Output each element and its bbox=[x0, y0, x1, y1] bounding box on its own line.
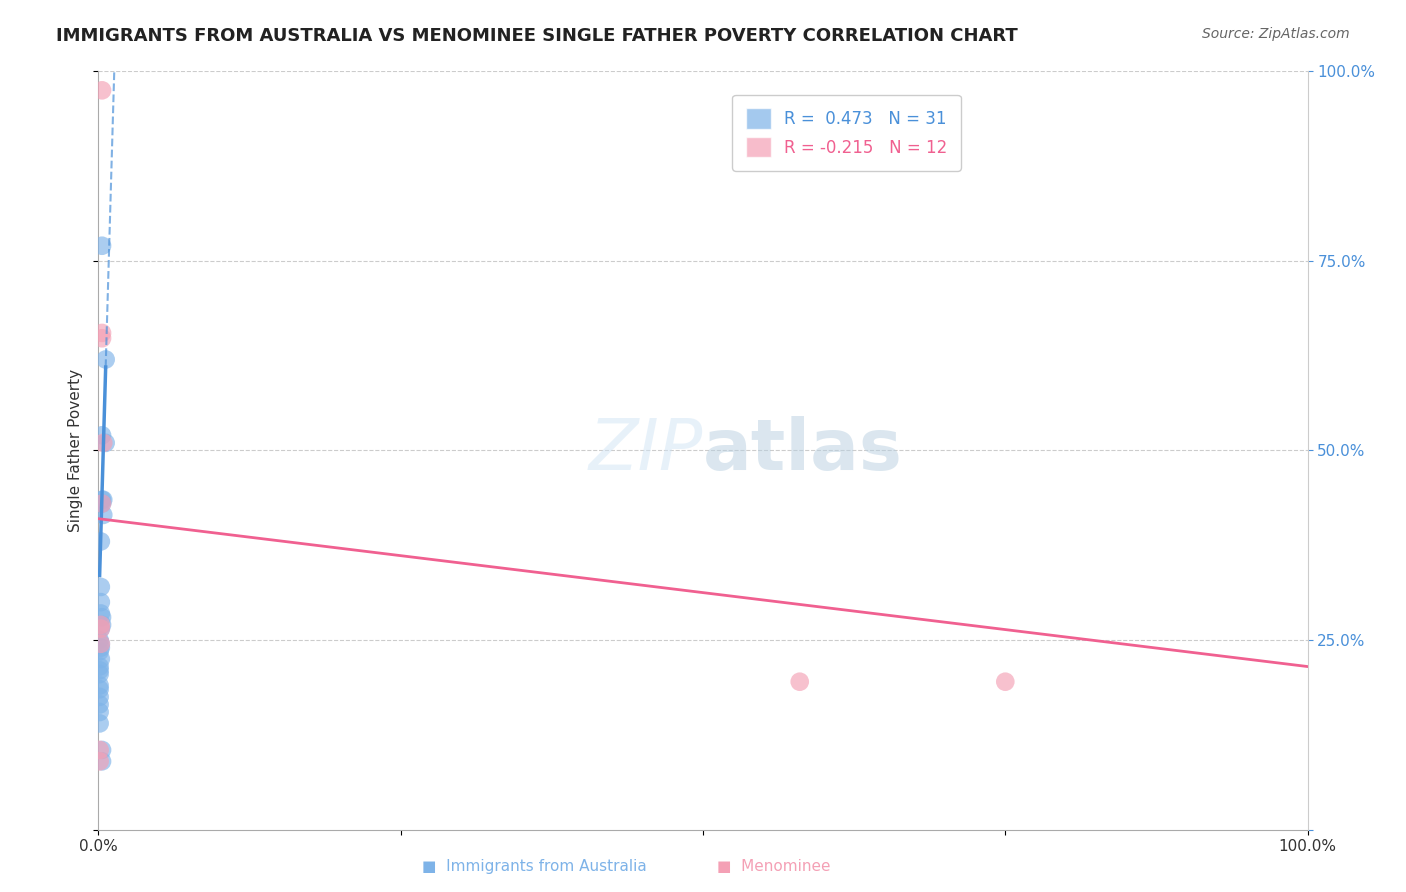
Point bbox=[90, 595, 112, 609]
Point bbox=[89, 633, 111, 648]
Point bbox=[91, 326, 114, 340]
Point bbox=[90, 640, 112, 655]
Text: ZIP: ZIP bbox=[589, 416, 703, 485]
Point bbox=[90, 637, 112, 651]
Point bbox=[994, 674, 1017, 689]
Point bbox=[90, 607, 112, 621]
Point bbox=[89, 664, 111, 678]
Point bbox=[90, 580, 112, 594]
Point bbox=[789, 674, 811, 689]
Point bbox=[90, 534, 112, 549]
Point bbox=[89, 743, 111, 757]
Text: ■  Menominee: ■ Menominee bbox=[717, 859, 830, 874]
Text: ■  Immigrants from Australia: ■ Immigrants from Australia bbox=[422, 859, 647, 874]
Y-axis label: Single Father Poverty: Single Father Poverty bbox=[67, 369, 83, 532]
Point bbox=[91, 617, 114, 632]
Point bbox=[89, 678, 111, 692]
Point bbox=[89, 698, 111, 712]
Point bbox=[91, 238, 114, 253]
Point bbox=[91, 508, 114, 522]
Point bbox=[89, 716, 111, 731]
Point bbox=[89, 682, 111, 697]
Point bbox=[89, 644, 111, 658]
Point bbox=[91, 496, 114, 510]
Point bbox=[89, 705, 111, 719]
Legend: R =  0.473   N = 31, R = -0.215   N = 12: R = 0.473 N = 31, R = -0.215 N = 12 bbox=[733, 95, 960, 170]
Point bbox=[91, 496, 114, 510]
Point bbox=[90, 622, 112, 636]
Point bbox=[94, 436, 117, 450]
Point bbox=[91, 492, 114, 507]
Text: atlas: atlas bbox=[703, 416, 903, 485]
Text: Source: ZipAtlas.com: Source: ZipAtlas.com bbox=[1202, 27, 1350, 41]
Point bbox=[89, 755, 111, 769]
Point bbox=[94, 352, 117, 367]
Text: IMMIGRANTS FROM AUSTRALIA VS MENOMINEE SINGLE FATHER POVERTY CORRELATION CHART: IMMIGRANTS FROM AUSTRALIA VS MENOMINEE S… bbox=[56, 27, 1018, 45]
Point bbox=[91, 428, 114, 442]
Point bbox=[91, 492, 114, 507]
Point bbox=[89, 690, 111, 704]
Point bbox=[91, 755, 114, 769]
Point bbox=[91, 610, 114, 624]
Point bbox=[90, 637, 112, 651]
Point bbox=[90, 617, 112, 632]
Point bbox=[91, 83, 114, 97]
Point bbox=[91, 436, 114, 450]
Point bbox=[91, 743, 114, 757]
Point bbox=[90, 622, 112, 636]
Point bbox=[91, 331, 114, 345]
Point bbox=[90, 652, 112, 666]
Point bbox=[89, 659, 111, 673]
Point bbox=[89, 667, 111, 681]
